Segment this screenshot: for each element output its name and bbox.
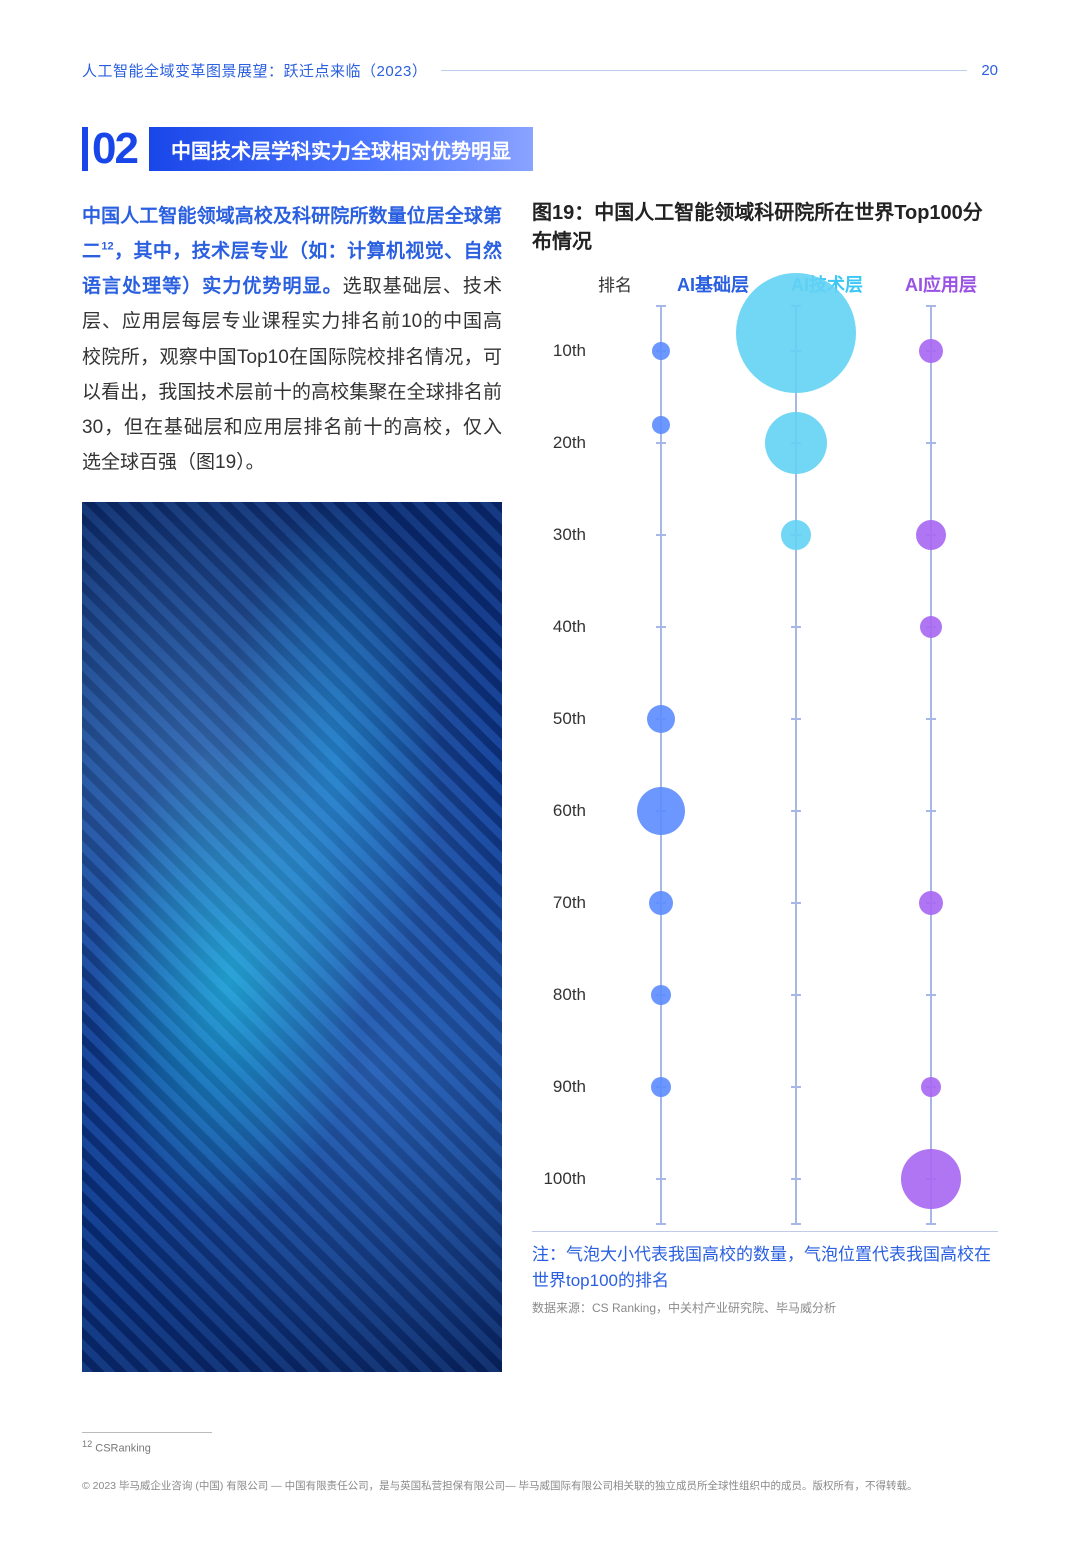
- figure-source: 数据来源：CS Ranking，中关村产业研究院、毕马威分析: [532, 1299, 998, 1316]
- footnote: 12 CSRanking: [82, 1439, 998, 1455]
- chart-bubble: [647, 705, 675, 733]
- yaxis-tick: 70th: [553, 893, 586, 913]
- page-header: 人工智能全域变革图景展望：跃迁点来临（2023） 20: [82, 60, 998, 81]
- header-rule: [441, 70, 967, 71]
- figure-note: 注：气泡大小代表我国高校的数量，气泡位置代表我国高校在世界top100的排名: [532, 1242, 998, 1293]
- chart-bubble: [649, 891, 673, 915]
- footnote-rule: [82, 1432, 212, 1433]
- footnote-num: 12: [82, 1439, 92, 1449]
- chart-bubble: [921, 1077, 941, 1097]
- chart-bubble: [919, 339, 943, 363]
- chart-bubble: [652, 342, 670, 360]
- chart-bubble: [651, 1077, 671, 1097]
- lead-paragraph: 中国人工智能领域高校及科研院所数量位居全球第二12，其中，技术层专业（如：计算机…: [82, 199, 502, 480]
- decorative-photo: [82, 502, 502, 1372]
- yaxis-tick: 30th: [553, 525, 586, 545]
- chart-plot: [594, 305, 998, 1225]
- lead-rest: 选取基础层、技术层、应用层每层专业课程实力排名前10的中国高校院所，观察中国To…: [82, 276, 502, 473]
- chart-bubble: [765, 412, 827, 474]
- yaxis-tick: 10th: [553, 341, 586, 361]
- chart-bubble: [920, 616, 942, 638]
- page-number: 20: [981, 62, 998, 79]
- yaxis-tick: 100th: [543, 1169, 586, 1189]
- chart: 排名 AI基础层 AI技术层 AI应用层 10th20th30th40th50t…: [532, 265, 998, 1232]
- chart-bubble: [919, 891, 943, 915]
- yaxis-tick: 60th: [553, 801, 586, 821]
- doc-title: 人工智能全域变革图景展望：跃迁点来临（2023）: [82, 60, 427, 81]
- figure-title: 图19：中国人工智能领域科研院所在世界Top100分布情况: [532, 199, 998, 257]
- yaxis-tick: 40th: [553, 617, 586, 637]
- chart-bubble: [651, 985, 671, 1005]
- section-title: 中国技术层学科实力全球相对优势明显: [149, 127, 533, 171]
- footnote-text: CSRanking: [95, 1443, 151, 1455]
- section-header: 02 中国技术层学科实力全球相对优势明显: [82, 127, 998, 171]
- chart-bubble: [637, 787, 685, 835]
- yaxis-title: 排名: [594, 265, 656, 303]
- chart-bubble: [901, 1149, 961, 1209]
- chart-yaxis: 10th 20th 30th 40th 50th 60th 70th 80th 90th 100t…: [532, 305, 594, 1225]
- yaxis-tick: 80th: [553, 985, 586, 1005]
- yaxis-tick: 90th: [553, 1077, 586, 1097]
- yaxis-tick: 20th: [553, 433, 586, 453]
- copyright: © 2023 毕马威企业咨询 (中国) 有限公司 — 中国有限责任公司，是与英国…: [82, 1479, 998, 1494]
- footnote-ref: 12: [101, 241, 113, 253]
- col-header-3: AI应用层: [884, 265, 998, 303]
- yaxis-tick: 50th: [553, 709, 586, 729]
- section-number: 02: [82, 127, 137, 171]
- chart-bubble: [916, 520, 946, 550]
- chart-bubble: [652, 416, 670, 434]
- chart-bubble: [781, 520, 811, 550]
- chart-bubble: [736, 273, 856, 393]
